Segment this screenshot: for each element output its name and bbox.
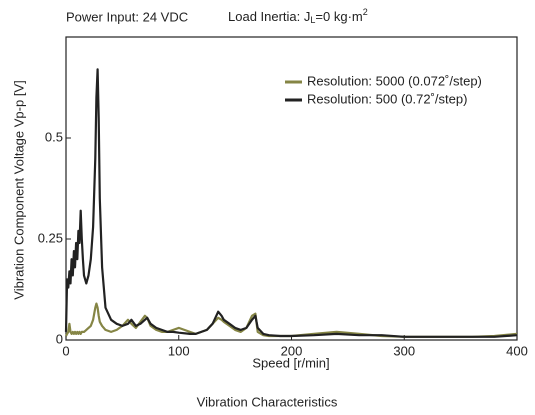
caption: Vibration Characteristics [197, 394, 338, 409]
x-tick-label: 100 [168, 343, 190, 358]
legend-label: Resolution: 500 (0.72˚/step) [307, 91, 467, 106]
y-axis-label: Vibration Component Voltage Vp-p [V] [11, 80, 26, 299]
x-tick-label: 400 [506, 343, 528, 358]
x-tick-label: 0 [62, 343, 69, 358]
x-axis-label: Speed [r/min] [252, 355, 329, 370]
y-tick-label: 0.25 [38, 230, 63, 245]
series-line [64, 68, 518, 338]
x-tick-label: 300 [393, 343, 415, 358]
header: Power Input: 24 VDC [66, 9, 188, 24]
y-tick-label: 0 [56, 331, 63, 346]
inertia-label: Load Inertia: JL=0 kg·m2 [228, 7, 368, 25]
legend-label: Resolution: 5000 (0.072˚/step) [307, 73, 482, 88]
inertia-text: =0 kg·m [315, 9, 362, 24]
y-tick-label: 0.5 [45, 129, 63, 144]
inertia-text: Load Inertia: J [228, 9, 310, 24]
x-tick-label: 200 [281, 343, 303, 358]
inertia-sub: L [310, 15, 315, 25]
series-line [65, 302, 518, 338]
inertia-sup: 2 [363, 7, 368, 17]
